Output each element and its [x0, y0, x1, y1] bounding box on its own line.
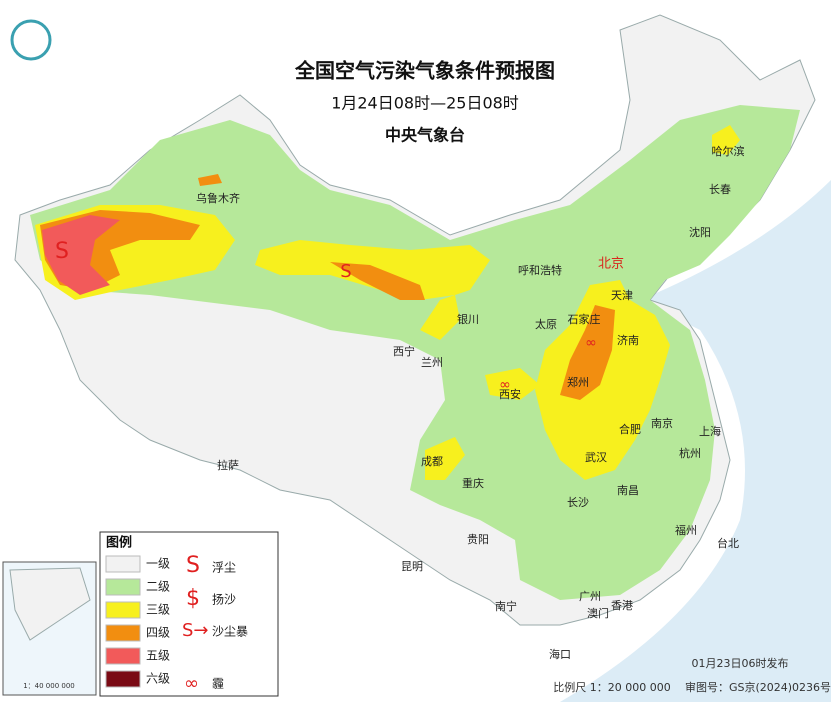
city-label: 澳门 [587, 606, 609, 620]
city-label: 太原 [535, 318, 557, 331]
level-4-area [330, 262, 425, 300]
haze-symbol: ∞ [499, 377, 511, 393]
title: 全国空气污染气象条件预报图 [294, 59, 555, 83]
city-label: 天津 [611, 289, 633, 302]
legend-level-label: 二级 [146, 580, 170, 594]
legend-level-label: 一级 [146, 557, 170, 571]
city-label: 长沙 [567, 496, 589, 509]
legend-symbol: S→ [182, 620, 209, 641]
city-label: 武汉 [585, 451, 607, 464]
issuer: 中央气象台 [385, 126, 465, 145]
legend-symbol-label: 霾 [212, 677, 224, 691]
dust-symbol: S [55, 239, 69, 264]
subtitle: 1月24日08时—25日08时 [331, 94, 519, 113]
city-label: 银川 [457, 312, 479, 326]
issued-time: 01月23日06时发布 [692, 656, 789, 670]
legend-swatch [105, 647, 141, 665]
level-3-area [535, 280, 670, 480]
city-label: 南宁 [495, 599, 517, 613]
legend-level-label: 五级 [146, 649, 170, 663]
haze-symbol: ∞ [585, 335, 597, 351]
approval-number: 审图号：GS京(2024)0236号 [685, 680, 831, 694]
legend-swatch [105, 578, 141, 596]
level-3-area [425, 437, 465, 480]
capital-label: 北京 [598, 257, 624, 272]
city-label: 南京 [651, 416, 673, 430]
level-5-area [42, 215, 120, 295]
inset-land [9, 567, 91, 641]
city-label: 乌鲁木齐 [196, 191, 240, 205]
city-label: 贵阳 [467, 533, 489, 546]
city-label: 郑州 [567, 375, 589, 389]
legend-symbol-label: 沙尘暴 [212, 625, 248, 639]
legend-level-label: 三级 [146, 603, 170, 617]
city-labels: 乌鲁木齐 哈尔滨 长春 沈阳 呼和浩特 北京 天津 银川 太原 石家庄 济南 西… [196, 144, 745, 661]
city-label: 长春 [709, 183, 731, 196]
city-label: 重庆 [462, 476, 484, 490]
city-label: 香港 [611, 599, 633, 612]
legend-swatch [105, 601, 141, 619]
city-label: 成都 [421, 455, 443, 468]
city-label: 上海 [699, 424, 721, 438]
sea [560, 180, 831, 702]
city-label: 拉萨 [217, 458, 239, 472]
legend-level-label: 四级 [146, 626, 170, 640]
city-label: 兰州 [421, 356, 443, 369]
city-label: 西宁 [393, 344, 415, 358]
legend-symbol: $ [186, 586, 200, 611]
city-label: 广州 [579, 590, 601, 603]
legend-symbol-label: 扬沙 [212, 592, 236, 607]
city-label: 哈尔滨 [712, 144, 745, 158]
level-4-area [198, 174, 222, 186]
legend-symbol-label: 浮尘 [212, 561, 236, 575]
dust-symbol: S [340, 261, 351, 282]
map-scale: 比例尺 1：20 000 000 [553, 680, 670, 694]
city-label: 杭州 [679, 446, 701, 460]
city-label: 南昌 [617, 484, 639, 497]
legend-swatch [105, 555, 141, 573]
legend-symbol: ∞ [184, 673, 199, 694]
legend-symbol: S [186, 553, 200, 578]
city-label: 福州 [675, 523, 697, 537]
city-label: 济南 [617, 333, 639, 347]
legend-swatch [105, 670, 141, 688]
legend-swatch [105, 624, 141, 642]
city-label: 台北 [717, 536, 739, 550]
city-label: 呼和浩特 [518, 263, 562, 277]
logo [10, 19, 52, 61]
city-label: 西安 [499, 387, 521, 401]
city-label: 石家庄 [568, 312, 601, 326]
level-3-area [255, 240, 490, 340]
city-label: 昆明 [401, 560, 423, 573]
level-3-area [485, 368, 540, 400]
city-label: 合肥 [619, 422, 641, 436]
legend-title: 图例 [106, 535, 132, 551]
level-3-area [712, 125, 740, 155]
legend-level-label: 六级 [146, 672, 170, 686]
inset-scale: 1：40 000 000 [23, 682, 75, 690]
city-label: 沈阳 [689, 225, 711, 239]
city-label: 海口 [549, 647, 571, 661]
level-4-area [560, 305, 615, 400]
